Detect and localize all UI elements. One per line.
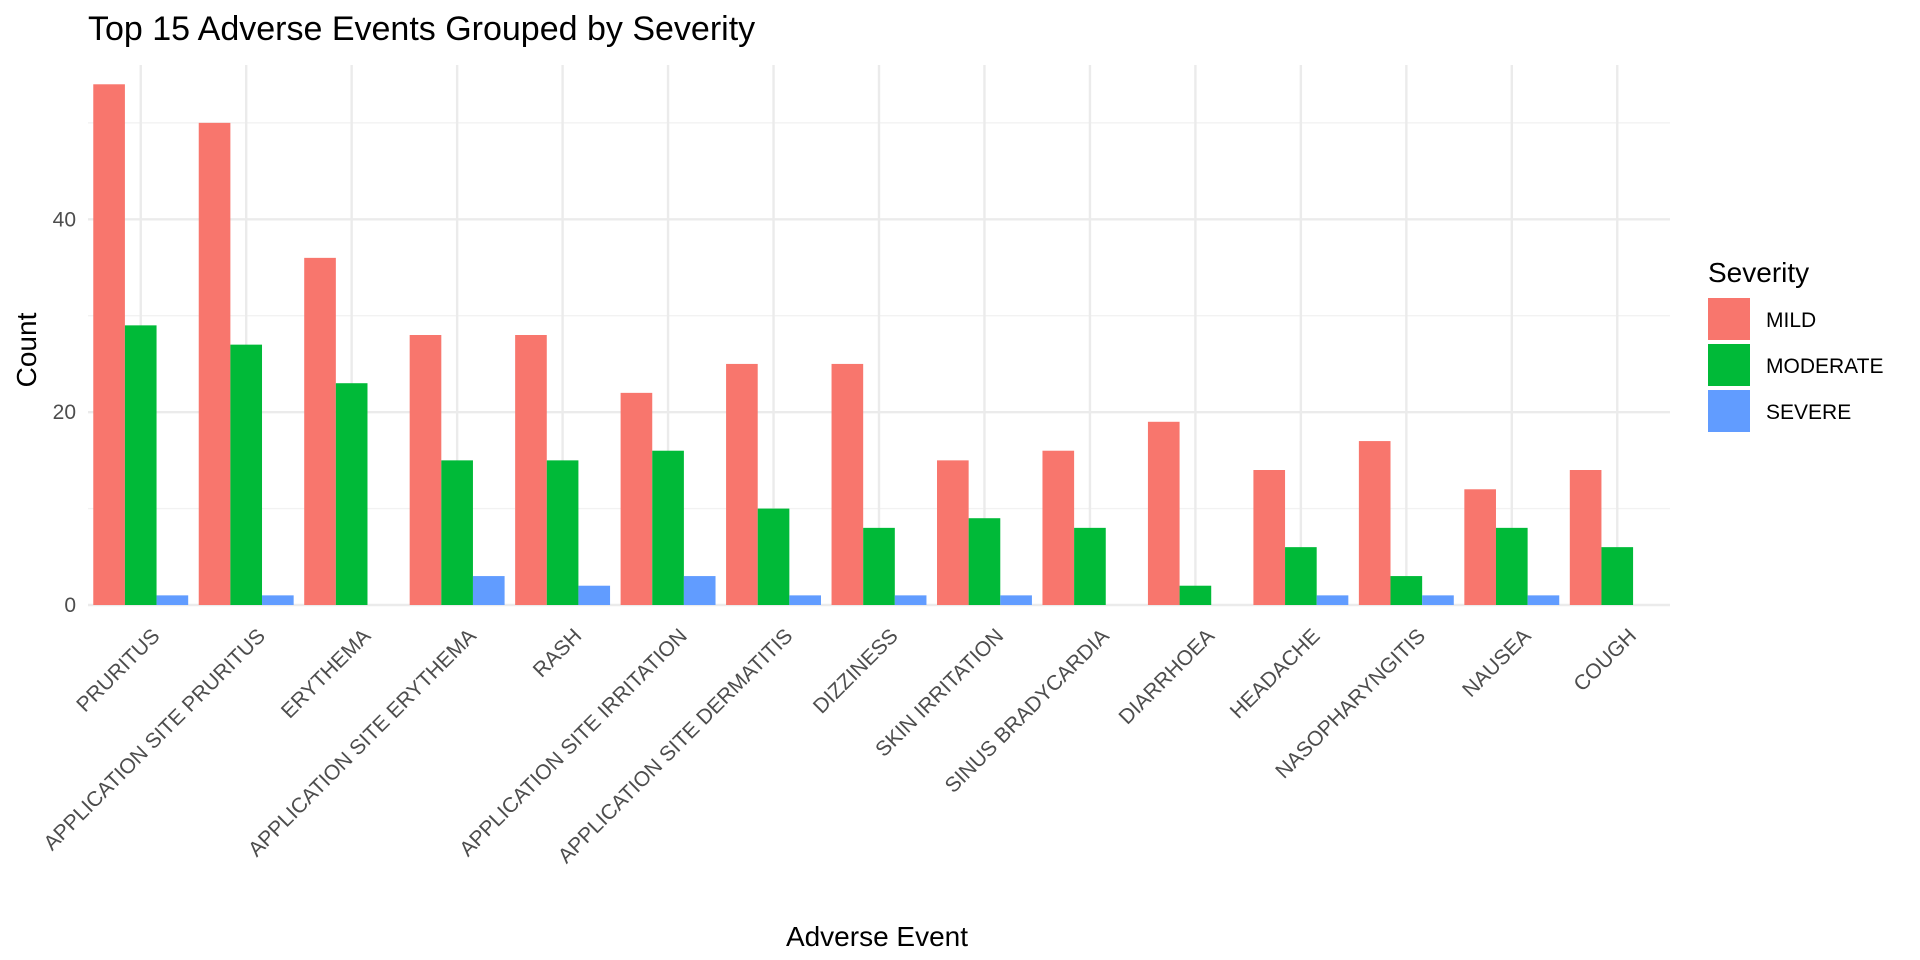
bar-moderate xyxy=(757,508,790,605)
legend: Severity MILD MODERATE SEVERE xyxy=(1708,257,1883,432)
bar-mild xyxy=(198,122,231,605)
bar-severe xyxy=(156,595,189,605)
bar-moderate xyxy=(124,325,157,605)
bar-mild xyxy=(1358,441,1391,605)
y-tick-labels: 0 20 40 xyxy=(53,208,76,617)
bar-mild xyxy=(1253,470,1286,605)
bar-moderate xyxy=(1285,547,1317,605)
legend-label-moderate: MODERATE xyxy=(1766,355,1883,378)
x-tick-label: DIARRHOEA xyxy=(1115,624,1220,729)
x-tick-label: APPLICATION SITE ERYTHEMA xyxy=(244,624,481,861)
bar-moderate xyxy=(1601,547,1634,605)
bar-severe xyxy=(472,576,505,605)
legend-title: Severity xyxy=(1708,257,1809,288)
bar-mild xyxy=(93,84,125,606)
legend-swatch-severe xyxy=(1708,390,1750,432)
legend-label-mild: MILD xyxy=(1766,309,1816,332)
bar-severe xyxy=(578,585,611,605)
bar-severe xyxy=(894,595,927,605)
bar-moderate xyxy=(1074,527,1106,605)
y-tick-label: 0 xyxy=(64,594,76,617)
bar-mild xyxy=(937,460,969,605)
bar-mild xyxy=(515,335,547,605)
bar-mild xyxy=(409,335,442,605)
legend-label-severe: SEVERE xyxy=(1766,401,1851,424)
bar-severe xyxy=(1422,595,1454,605)
bar-severe xyxy=(789,595,821,605)
x-tick-label: HEADACHE xyxy=(1226,624,1325,723)
bar-moderate xyxy=(1390,576,1423,605)
x-tick-label: COUGH xyxy=(1569,624,1641,696)
bar-moderate xyxy=(1179,585,1212,605)
bars xyxy=(93,84,1634,606)
x-axis-title: Adverse Event xyxy=(786,921,968,952)
bar-severe xyxy=(262,595,294,605)
y-tick-label: 20 xyxy=(53,401,76,424)
x-tick-label: PRURITUS xyxy=(72,624,164,716)
bar-severe xyxy=(1316,595,1349,605)
x-tick-label: APPLICATION SITE PRURITUS xyxy=(39,624,270,855)
chart-title: Top 15 Adverse Events Grouped by Severit… xyxy=(88,10,755,48)
bar-mild xyxy=(620,392,653,605)
bar-moderate xyxy=(546,460,579,605)
bar-moderate xyxy=(230,344,263,605)
gridlines xyxy=(88,65,1670,607)
x-tick-label: DIZZINESS xyxy=(809,624,903,718)
y-tick-label: 40 xyxy=(53,208,76,231)
y-axis-title: Count xyxy=(11,312,42,387)
x-tick-label: ERYTHEMA xyxy=(277,624,376,723)
bar-mild xyxy=(1569,470,1602,605)
bar-moderate xyxy=(335,383,368,605)
legend-swatch-mild xyxy=(1708,298,1750,340)
x-tick-label: RASH xyxy=(529,624,587,682)
bar-mild xyxy=(831,363,864,605)
bar-moderate xyxy=(863,527,895,605)
bar-severe xyxy=(1527,595,1560,605)
bar-mild xyxy=(304,257,336,605)
bar-mild xyxy=(1042,450,1075,605)
bar-moderate xyxy=(652,450,684,605)
x-tick-label: NAUSEA xyxy=(1458,624,1535,701)
bar-mild xyxy=(1147,421,1180,605)
bar-severe xyxy=(683,576,716,605)
bar-moderate xyxy=(968,518,1001,605)
x-tick-label: APPLICATION SITE DERMATITIS xyxy=(554,624,797,867)
bar-mild xyxy=(726,363,758,605)
legend-swatch-moderate xyxy=(1708,344,1750,386)
x-tick-label: APPLICATION SITE IRRITATION xyxy=(455,624,692,861)
bar-moderate xyxy=(1495,527,1528,605)
bar-severe xyxy=(1000,595,1032,605)
bar-moderate xyxy=(441,460,473,605)
bar-mild xyxy=(1464,489,1496,605)
